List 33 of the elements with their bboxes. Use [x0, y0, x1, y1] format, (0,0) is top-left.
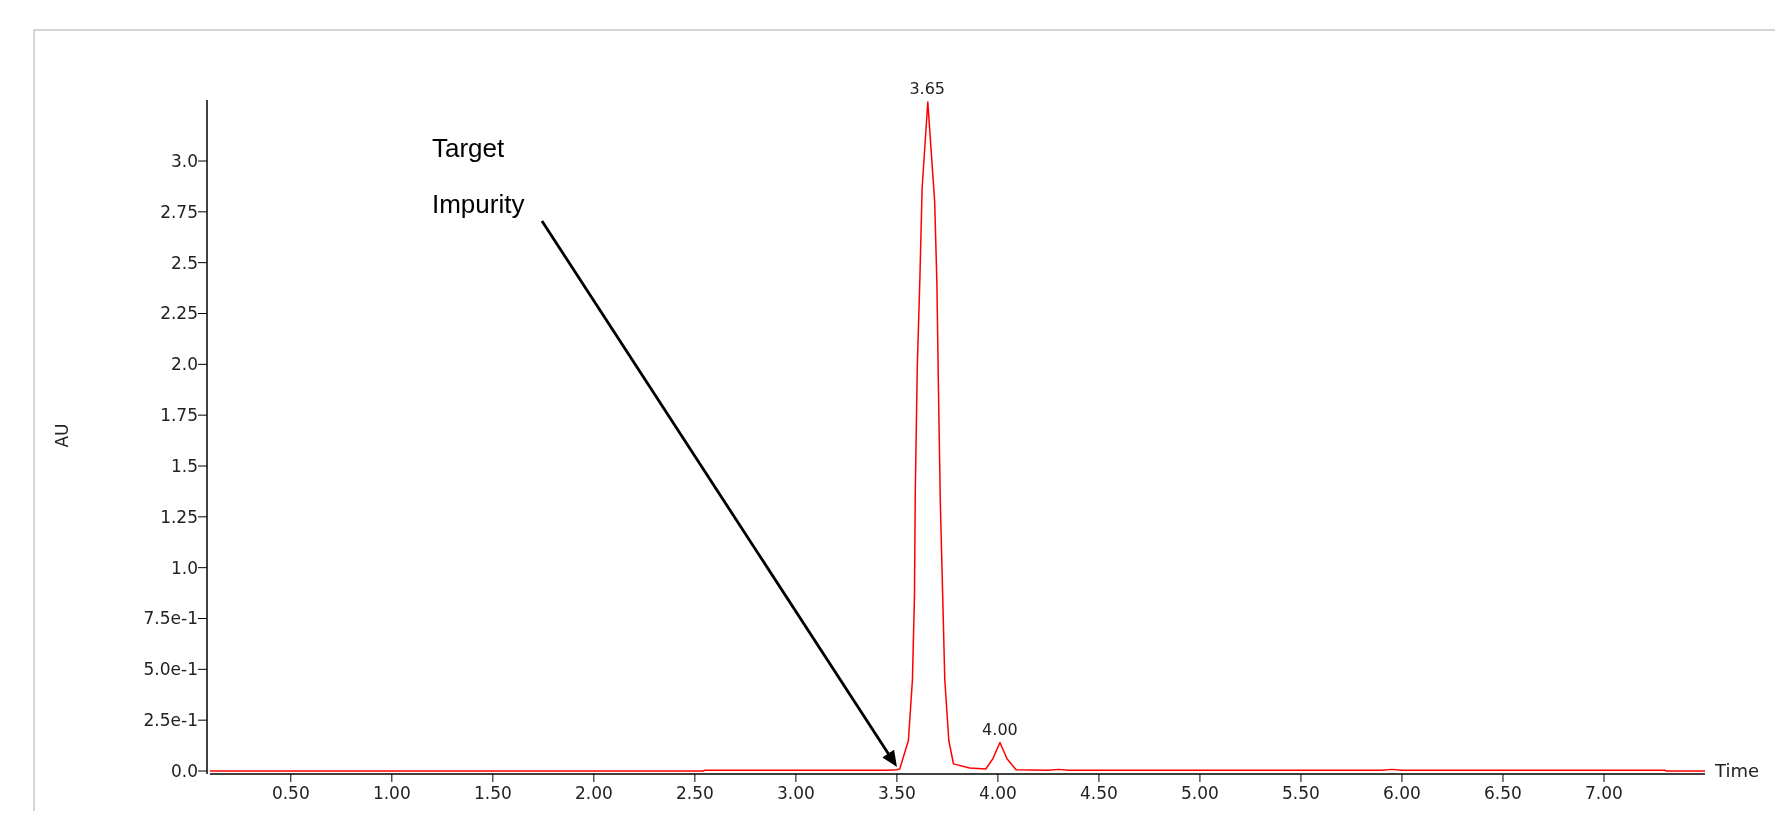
x-tick-label: 3.50 [877, 783, 916, 803]
x-tick-label: 5.50 [1282, 783, 1320, 803]
x-tick-label: 2.50 [675, 783, 714, 803]
x-tick-label: 4.50 [1079, 783, 1118, 803]
y-tick-label: 2.5e-1 [143, 710, 198, 731]
annotation: Target Impurity [431, 132, 525, 219]
y-tick-label: 1.25 [160, 506, 198, 527]
y-axis-title: AU [52, 423, 72, 448]
y-tick-label: 5.0e-1 [143, 659, 198, 680]
annotation: 3.65 [909, 79, 946, 99]
y-tick-label: 7.5e-1 [143, 608, 198, 629]
y-tick-label: 1.0 [170, 557, 198, 578]
x-axis-title: Time [1714, 760, 1760, 782]
y-tick-label: 1.75 [160, 405, 198, 426]
y-tick-label: 2.75 [160, 201, 198, 222]
y-tick-label: 0.0 [170, 760, 198, 781]
y-tick-label: 3.0 [170, 150, 198, 171]
y-tick-label: 2.25 [160, 303, 198, 324]
line-series [209, 101, 1706, 772]
y-tick-label: 2.5 [170, 252, 198, 273]
y-tick-label: 2.0 [170, 354, 198, 375]
y-tick-label: 1.5 [170, 455, 198, 476]
x-tick-label: 6.00 [1383, 783, 1421, 803]
x-tick-label: 4.00 [978, 783, 1017, 803]
x-tick-label: 3.00 [776, 783, 815, 803]
x-tick-label: 1.00 [372, 783, 411, 803]
annotation: 4.00 [982, 719, 1018, 739]
x-tick-label: 5.00 [1181, 783, 1219, 803]
x-tick-label: 6.50 [1484, 783, 1522, 803]
x-tick-label: 1.50 [473, 783, 512, 803]
x-tick-label: 7.00 [1585, 783, 1623, 803]
x-tick-label: 2.00 [574, 783, 613, 803]
x-tick-label: 0.50 [271, 783, 310, 803]
